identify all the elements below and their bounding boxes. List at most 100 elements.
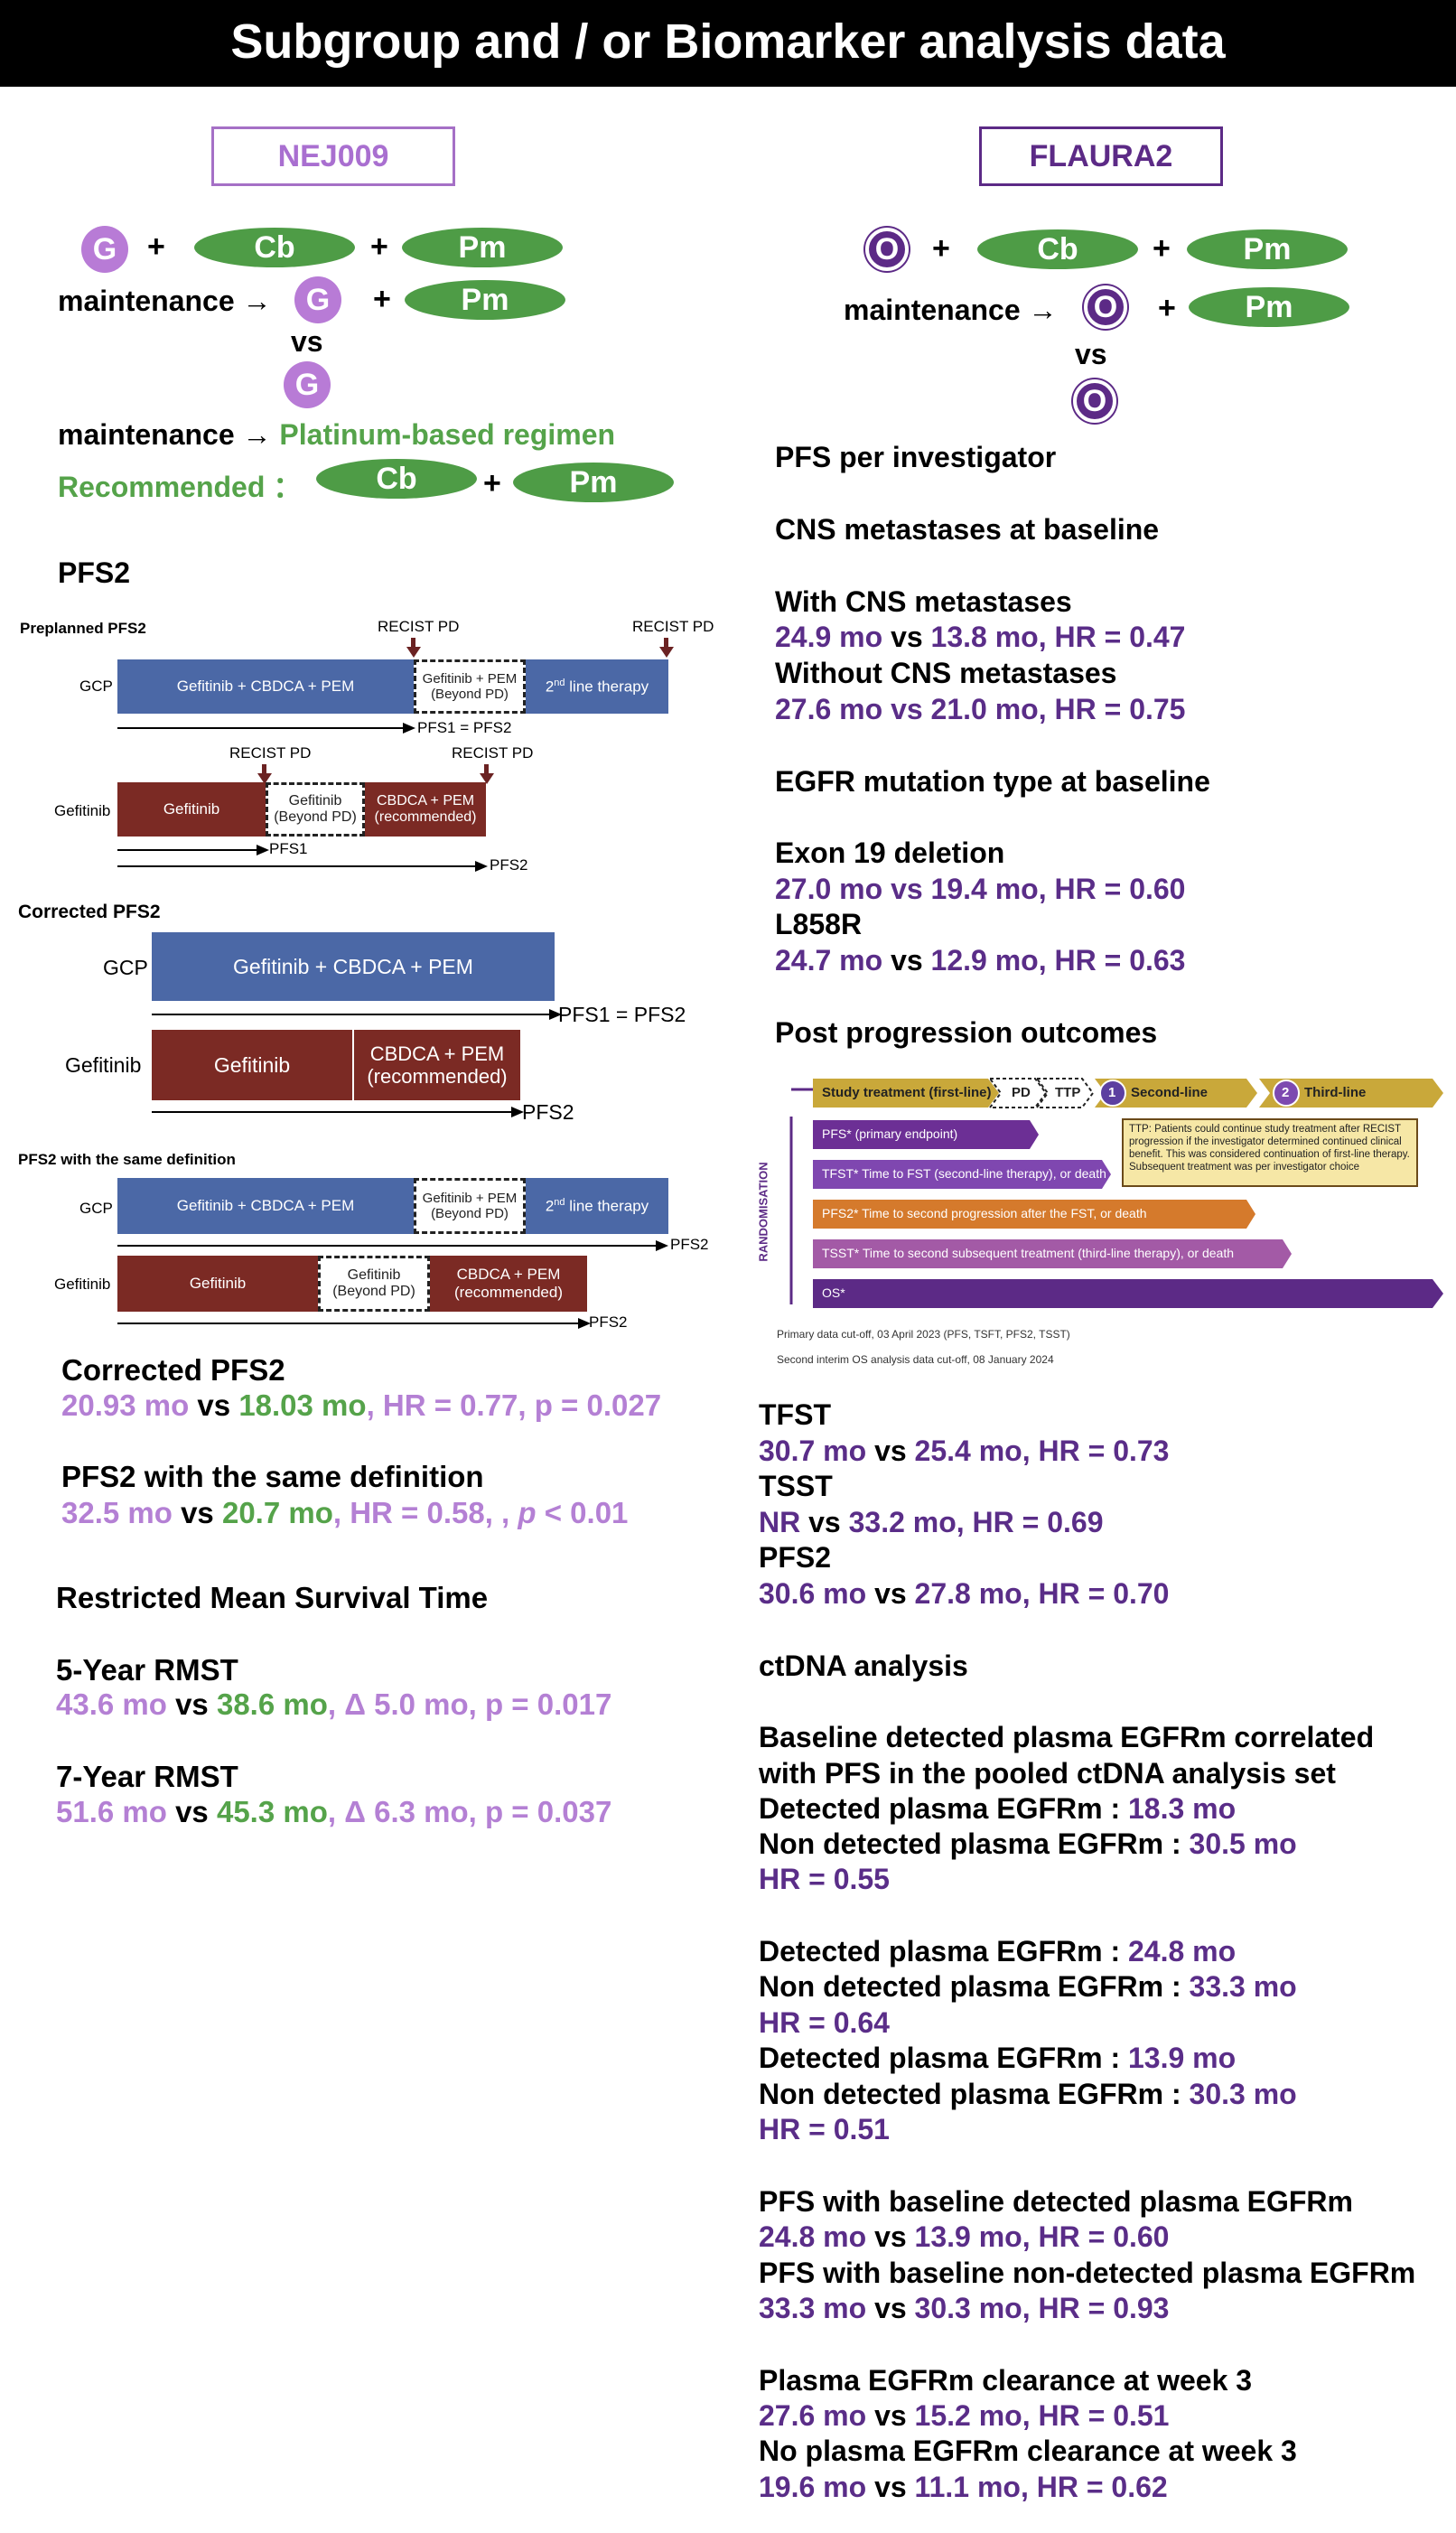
pfs2-label: PFS2 bbox=[490, 856, 528, 874]
vs-label: vs bbox=[1075, 338, 1107, 370]
same-def-heading: PFS2 with the same definition bbox=[61, 1460, 484, 1493]
gefitinib-arm-label: Gefitinib bbox=[54, 802, 111, 819]
nondetected-2-value: 33.3 mo bbox=[1189, 1970, 1297, 2003]
with-cns: With CNS metastases bbox=[775, 585, 1072, 618]
footnote-2: Second interim OS analysis data cut-off,… bbox=[777, 1353, 1054, 1366]
gefitinib-bar: Gefitinib bbox=[152, 1030, 352, 1100]
recommended-label: Recommended ： bbox=[58, 464, 302, 506]
step-2-number: 2 bbox=[1282, 1085, 1290, 1100]
os-label: OS* bbox=[822, 1285, 845, 1300]
second-line-bar: 2nd line therapy bbox=[526, 1178, 668, 1234]
pfs-det-c: , HR = 0.60 bbox=[1022, 2220, 1170, 2253]
ex19-c: , HR = 0.60 bbox=[1038, 873, 1186, 905]
noclear-c: , HR = 0.62 bbox=[1020, 2471, 1168, 2503]
vs-text: vs bbox=[175, 1795, 209, 1828]
recist-arrow bbox=[411, 638, 415, 649]
detected-2-value: 24.8 mo bbox=[1128, 1935, 1237, 1968]
second-line-text: 2nd line therapy bbox=[545, 1196, 649, 1215]
rmst7-b: 45.3 mo bbox=[216, 1795, 328, 1828]
colon: ： bbox=[273, 471, 303, 503]
detected-1-value: 18.3 mo bbox=[1128, 1792, 1237, 1825]
gefitinib-circle: G bbox=[81, 226, 128, 273]
platinum-regimen: Platinum-based regimen bbox=[279, 418, 616, 451]
pfs2-line bbox=[117, 1323, 582, 1324]
carboplatin-oval: Cb bbox=[316, 459, 477, 499]
rmst5-heading: 5-Year RMST bbox=[56, 1653, 238, 1687]
recist-arrow bbox=[262, 764, 266, 775]
gefitinib-circle: G bbox=[294, 276, 341, 323]
gef-pem-beyond-box: Gefitinib + PEM (Beyond PD) bbox=[414, 659, 526, 714]
vs-text: vs bbox=[874, 2292, 907, 2324]
pfs-arrow bbox=[549, 1009, 562, 1020]
pfs-endpoint-label: PFS* (primary endpoint) bbox=[822, 1126, 958, 1141]
pfs2-heading: PFS2 bbox=[58, 556, 131, 589]
carboplatin-oval: Cb bbox=[194, 228, 355, 267]
detected-2: Detected plasma EGFRm : 24.8 mo bbox=[759, 1935, 1236, 1968]
ex19-label: Exon 19 deletion bbox=[775, 837, 1005, 869]
pfs2-result: 30.6 mo vs 27.8 mo, HR = 0.70 bbox=[759, 1577, 1169, 1611]
plus-sign: + bbox=[932, 231, 950, 266]
maintenance-label: maintenance → bbox=[58, 285, 272, 317]
cbdca-pem-bar: CBDCA + PEM (recommended) bbox=[430, 1256, 587, 1312]
pfs-nondetected-result: 33.3 mo vs 30.3 mo, HR = 0.93 bbox=[759, 2292, 1169, 2325]
pfs1-label: PFS1 bbox=[269, 840, 308, 857]
second-line-text: 2nd line therapy bbox=[545, 677, 649, 696]
recist-pd-label: RECIST PD bbox=[378, 618, 460, 635]
hr-3: HR = 0.51 bbox=[759, 2113, 890, 2145]
figure-arrows bbox=[789, 1078, 1443, 1308]
osimertinib-circle: O bbox=[1073, 379, 1116, 423]
pemetrexed-oval: Pm bbox=[1187, 229, 1348, 269]
same-def-d: < 0.01 bbox=[536, 1496, 629, 1529]
pfs2-label: PFS2 bbox=[522, 1100, 574, 1124]
pfs2-fig-label: PFS2* Time to second progression after t… bbox=[822, 1206, 1147, 1220]
rmst5-result: 43.6 mo vs 38.6 mo, Δ 5.0 mo, p = 0.017 bbox=[56, 1687, 611, 1722]
pfs-arrow bbox=[403, 723, 415, 734]
detected-1: Detected plasma EGFRm : 18.3 mo bbox=[759, 1792, 1236, 1826]
cns-heading: CNS metastases at baseline bbox=[775, 513, 1160, 546]
step-1-circle bbox=[1099, 1080, 1126, 1107]
pfs2-arrow bbox=[511, 1107, 524, 1117]
preplanned-title: Preplanned PFS2 bbox=[20, 620, 146, 637]
pfs-det-b: 13.9 mo bbox=[914, 2220, 1022, 2253]
noclear-b: 11.1 mo bbox=[914, 2471, 1021, 2503]
gcp-bar: Gefitinib + CBDCA + PEM bbox=[117, 659, 414, 714]
cbdca-pem-bar: CBDCA + PEM (recommended) bbox=[365, 782, 486, 837]
gcp-label: GCP bbox=[79, 678, 113, 695]
no-clearance-heading: No plasma EGFRm clearance at week 3 bbox=[759, 2435, 1297, 2467]
vs-text: vs bbox=[874, 2399, 907, 2432]
nondetected-label: Non detected plasma EGFRm : bbox=[759, 1970, 1190, 2003]
pfs2-arrow bbox=[475, 861, 488, 872]
pfs-line bbox=[117, 727, 406, 729]
l858r-label: L858R bbox=[775, 908, 863, 940]
recist-arrow-head bbox=[659, 647, 674, 658]
with-cns-a: 24.9 mo bbox=[775, 621, 883, 653]
tfst-bar bbox=[813, 1160, 1111, 1189]
nondetected-2: Non detected plasma EGFRm : 33.3 mo bbox=[759, 1970, 1297, 2004]
l858r-a: 24.7 mo bbox=[775, 944, 883, 977]
nej009-title: NEJ009 bbox=[211, 126, 455, 186]
osimertinib-circle: O bbox=[865, 228, 909, 271]
same-def-p: p bbox=[518, 1496, 537, 1529]
gef-beyond-box: Gefitinib (Beyond PD) bbox=[318, 1256, 430, 1312]
with-cns-c: , HR = 0.47 bbox=[1038, 621, 1186, 653]
detected-label: Detected plasma EGFRm : bbox=[759, 2042, 1128, 2074]
gefitinib-arm-label: Gefitinib bbox=[54, 1276, 111, 1293]
recist-pd-label: RECIST PD bbox=[452, 744, 534, 762]
same-def-title: PFS2 with the same definition bbox=[18, 1151, 236, 1168]
recist-arrow bbox=[484, 764, 489, 775]
pfs2-arrow bbox=[578, 1318, 591, 1329]
ex19-result: 27.0 mo vs 19.4 mo, HR = 0.60 bbox=[775, 873, 1185, 906]
second-line-label: Second-line bbox=[1131, 1085, 1209, 1100]
step-2-circle bbox=[1273, 1080, 1300, 1107]
same-def-result: 32.5 mo vs 20.7 mo, HR = 0.58, , p < 0.0… bbox=[61, 1496, 628, 1530]
plus-sign: + bbox=[370, 229, 388, 264]
same-def-a: 32.5 mo bbox=[61, 1496, 173, 1529]
pfs2-c: , HR = 0.70 bbox=[1022, 1577, 1170, 1610]
recist-arrow-head bbox=[406, 647, 421, 658]
egfr-heading: EGFR mutation type at baseline bbox=[775, 765, 1210, 798]
corrected-a: 20.93 mo bbox=[61, 1388, 190, 1422]
tsst-heading: TSST bbox=[759, 1470, 833, 1502]
pfs2-label: PFS2 bbox=[589, 1313, 628, 1331]
gcp-label: GCP bbox=[79, 1200, 113, 1217]
post-progression-figure: Study treatment (first-line) PD TTP 1 Se… bbox=[744, 1062, 1447, 1379]
